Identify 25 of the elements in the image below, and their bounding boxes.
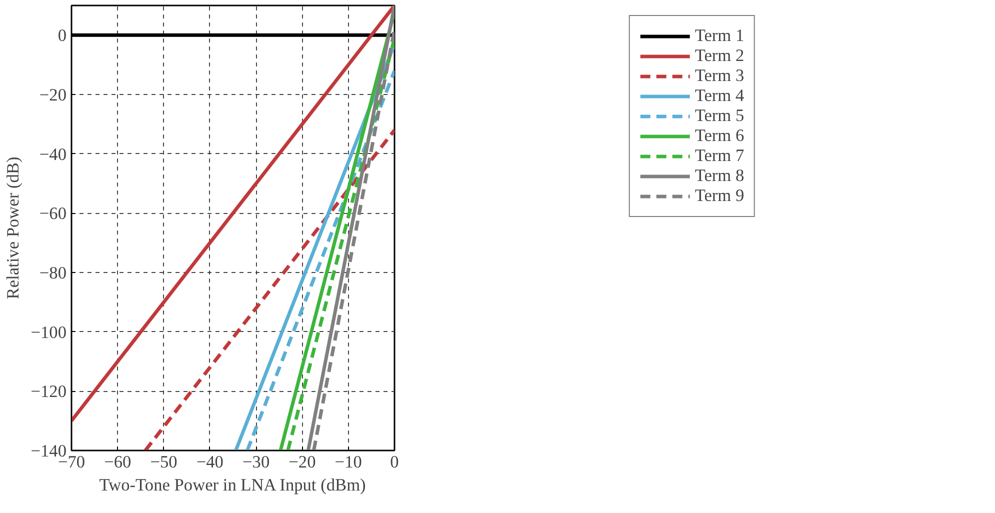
x-tick-label: −50 [150, 452, 178, 472]
y-axis-title: Relative Power (dB) [4, 156, 23, 300]
legend-label: Term 7 [694, 146, 744, 166]
legend-label: Term 1 [694, 26, 744, 46]
legend-label: Term 6 [694, 126, 744, 146]
y-tick-label: −100 [30, 322, 66, 342]
x-axis-title: Two-Tone Power in LNA Input (dBm) [99, 476, 366, 494]
legend-label: Term 2 [694, 46, 744, 66]
y-tick-label: −40 [39, 144, 67, 164]
y-tick-label: −80 [39, 264, 67, 282]
y-tick-label: 0 [58, 26, 67, 46]
x-tick-label: 0 [390, 452, 399, 472]
y-tick-label: −120 [30, 382, 66, 402]
legend-label: Term 3 [694, 66, 744, 86]
x-tick-label: −30 [242, 452, 270, 472]
legend-label: Term 5 [694, 106, 744, 126]
legend-label: Term 4 [694, 86, 744, 106]
x-tick-label: −20 [288, 452, 316, 472]
x-tick-label: −40 [196, 452, 224, 472]
y-tick-label: −20 [39, 86, 67, 104]
x-tick-label: −60 [104, 452, 132, 472]
legend-label: Term 9 [694, 186, 744, 206]
y-tick-label: −60 [39, 204, 67, 224]
legend-label: Term 8 [694, 166, 744, 186]
x-tick-label: −10 [334, 452, 362, 472]
